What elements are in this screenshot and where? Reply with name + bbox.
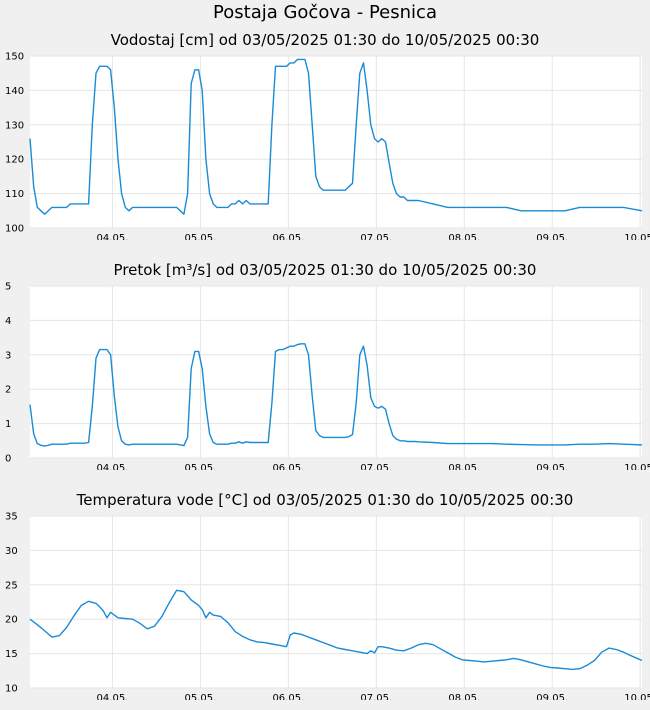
- x-tick-label: 10.05.: [624, 233, 650, 240]
- y-tick-label: 100: [5, 224, 24, 235]
- temperature-chart: 10 15 20 25 30 35 04.05. 05.05. 06.05. 07.05. 08.0…: [5, 512, 650, 701]
- series-line: [29, 58, 643, 215]
- water-level-chart: 100 110 120 130 140 150 04.05. 05.05. 06.05. 07.0…: [5, 52, 650, 241]
- discharge-chart: 0 1 2 3 4 5 04.05. 05.05. 06.05. 07.05. 08.05. 09.0…: [5, 282, 650, 471]
- y-tick-label: 0: [5, 454, 11, 465]
- x-tick-label: 09.05.: [536, 233, 568, 240]
- discharge-chart-title: Pretok [m³/s] od 03/05/2025 01:30 do 10/…: [113, 261, 537, 279]
- x-tick-label: 08.05.: [448, 463, 480, 470]
- y-tick-label: 15: [5, 649, 18, 660]
- x-tick-label: 06.05.: [272, 693, 304, 700]
- y-tick-label: 120: [5, 155, 24, 166]
- x-tick-label: 04.05.: [97, 233, 129, 240]
- y-tick-label: 150: [5, 52, 24, 63]
- y-tick-label: 140: [5, 86, 24, 97]
- y-tick-label: 10: [5, 684, 18, 695]
- x-tick-label: 09.05.: [536, 463, 568, 470]
- y-tick-label: 35: [5, 512, 18, 523]
- x-tick-label: 06.05.: [272, 463, 304, 470]
- temperature-chart-title: Temperatura vode [°C] od 03/05/2025 01:3…: [76, 491, 574, 509]
- water-level-chart-title: Vodostaj [cm] od 03/05/2025 01:30 do 10/…: [110, 31, 540, 49]
- y-tick-label: 2: [5, 385, 11, 396]
- x-tick-label: 05.05.: [185, 463, 217, 470]
- x-tick-label: 07.05.: [360, 693, 392, 700]
- x-tick-label: 04.05.: [97, 693, 129, 700]
- x-tick-label: 07.05.: [360, 233, 392, 240]
- x-tick-label: 07.05.: [360, 463, 392, 470]
- x-tick-label: 08.05.: [448, 233, 480, 240]
- y-tick-label: 30: [5, 546, 18, 557]
- y-tick-label: 25: [5, 580, 18, 591]
- y-tick-label: 20: [5, 615, 18, 626]
- plot-area: [30, 286, 642, 458]
- x-tick-label: 10.05.: [624, 693, 650, 700]
- y-tick-label: 110: [5, 189, 24, 200]
- x-tick-label: 10.05.: [624, 463, 650, 470]
- y-tick-label: 4: [5, 316, 11, 327]
- x-tick-label: 05.05.: [185, 233, 217, 240]
- page-title: Postaja Gočova - Pesnica: [213, 2, 437, 23]
- y-tick-label: 130: [5, 120, 24, 131]
- y-tick-label: 1: [5, 419, 11, 430]
- series-line: [29, 343, 643, 447]
- y-tick-label: 5: [5, 282, 11, 293]
- x-tick-label: 04.05.: [97, 463, 129, 470]
- plot-area: [30, 56, 642, 228]
- y-tick-label: 3: [5, 350, 11, 361]
- series-line: [29, 589, 643, 671]
- x-tick-label: 06.05.: [272, 233, 304, 240]
- x-tick-label: 05.05.: [185, 693, 217, 700]
- x-tick-label: 09.05.: [536, 693, 568, 700]
- x-tick-label: 08.05.: [448, 693, 480, 700]
- plot-area: [30, 516, 642, 688]
